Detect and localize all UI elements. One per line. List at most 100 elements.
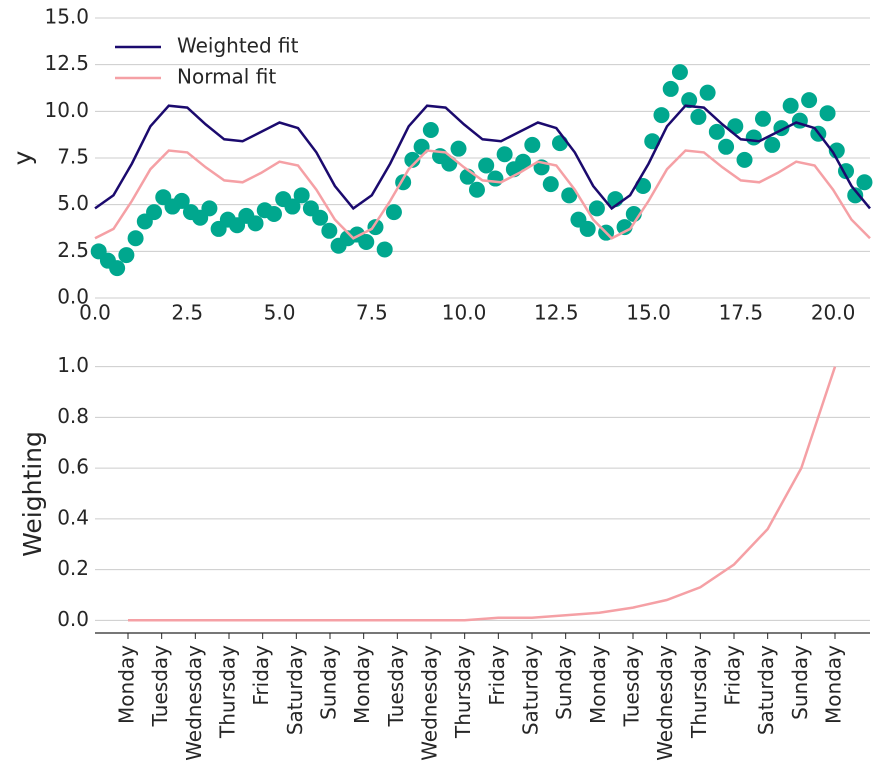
x-tick-label: Wednesday — [182, 645, 206, 761]
x-tick-label: Saturday — [519, 645, 543, 735]
scatter-point — [441, 155, 458, 172]
scatter-point — [736, 151, 753, 168]
y-tick-label: 0.0 — [57, 607, 89, 631]
y-axis-label: y — [8, 150, 37, 165]
scatter-point — [662, 80, 679, 97]
y-tick-label: 10.0 — [44, 98, 89, 122]
legend-label: Weighted fit — [177, 34, 299, 58]
scatter-point — [487, 170, 504, 187]
scatter-point — [312, 209, 329, 226]
y-tick-label: 5.0 — [57, 191, 89, 215]
y-tick-label: 0.8 — [57, 404, 89, 428]
y-tick-label: 2.5 — [57, 238, 89, 262]
x-tick-label: 5.0 — [264, 301, 296, 325]
scatter-point — [819, 105, 836, 122]
y-tick-label: 1.0 — [57, 353, 89, 377]
x-tick-label: 7.5 — [356, 301, 388, 325]
scatter-point — [404, 151, 421, 168]
x-tick-label: Thursday — [687, 645, 711, 739]
scatter-point — [644, 133, 661, 150]
scatter-point — [856, 174, 873, 191]
legend-label: Normal fit — [177, 65, 276, 89]
x-tick-label: Wednesday — [653, 645, 677, 761]
scatter-point — [127, 230, 144, 247]
scatter-point — [681, 92, 698, 109]
scatter-point — [367, 219, 384, 236]
scatter-point — [588, 200, 605, 217]
x-tick-label: Thursday — [451, 645, 475, 739]
fit-line — [94, 104, 871, 211]
scatter-point — [376, 241, 393, 258]
scatter-point — [745, 129, 762, 146]
y-tick-label: 0.0 — [57, 285, 89, 309]
scatter-point — [450, 140, 467, 157]
x-tick-label: Wednesday — [418, 645, 442, 761]
scatter-point — [542, 176, 559, 193]
scatter-point — [801, 92, 818, 109]
x-tick-label: Thursday — [216, 645, 240, 739]
scatter-point — [413, 138, 430, 155]
x-tick-label: 15.0 — [626, 301, 671, 325]
x-tick-label: Monday — [586, 645, 610, 724]
scatter-point — [561, 187, 578, 204]
y-tick-label: 12.5 — [44, 51, 89, 75]
scatter-point — [699, 84, 716, 101]
x-tick-label: Tuesday — [148, 645, 172, 728]
x-tick-label: Sunday — [788, 645, 812, 720]
y-tick-label: 0.2 — [57, 556, 89, 580]
scatter-point — [146, 204, 163, 221]
scatter-point — [496, 146, 513, 163]
scatter-point — [321, 222, 338, 239]
scatter-point — [552, 135, 568, 152]
x-tick-label: Saturday — [283, 645, 307, 735]
x-tick-label: 10.0 — [442, 301, 487, 325]
x-tick-label: Monday — [350, 645, 374, 724]
scatter-point — [653, 107, 670, 124]
scatter-point — [265, 206, 282, 222]
x-tick-label: 20.0 — [811, 301, 856, 325]
x-tick-label: Sunday — [552, 645, 576, 720]
x-tick-label: Monday — [822, 645, 846, 724]
y-tick-label: 0.6 — [57, 455, 89, 479]
scatter-point — [422, 122, 439, 138]
scatter-point — [515, 153, 532, 170]
scatter-point — [690, 108, 707, 125]
scatter-point — [478, 157, 495, 174]
scatter-point — [708, 123, 725, 140]
x-tick-label: Friday — [485, 645, 509, 706]
scatter-point — [201, 200, 218, 217]
scatter-point — [293, 187, 310, 204]
fit-line — [94, 149, 871, 240]
scatter-point — [764, 136, 781, 153]
scatter-point — [828, 142, 845, 159]
scatter-point — [754, 110, 771, 127]
scatter-point — [109, 260, 126, 277]
scatter-point — [671, 64, 688, 81]
y-tick-label: 15.0 — [44, 5, 89, 29]
scatter-point — [284, 198, 301, 215]
x-tick-label: Friday — [249, 645, 273, 706]
scatter-point — [468, 181, 485, 198]
scatter-point — [358, 234, 375, 250]
y-tick-label: 0.4 — [57, 505, 89, 529]
scatter-point — [579, 220, 596, 237]
x-tick-label: 0.0 — [79, 301, 111, 325]
x-tick-label: Monday — [115, 645, 139, 724]
scatter-point — [847, 187, 864, 204]
x-tick-label: Tuesday — [620, 645, 644, 728]
scatter-point — [247, 215, 264, 232]
scatter-point — [524, 136, 541, 153]
x-tick-label: Saturday — [754, 645, 778, 735]
x-tick-label: Friday — [721, 645, 745, 706]
scatter-point — [718, 138, 735, 155]
scatter-point — [385, 204, 402, 221]
scatter-point — [173, 192, 190, 209]
y-tick-label: 7.5 — [57, 145, 89, 169]
x-tick-label: 12.5 — [534, 301, 579, 325]
x-tick-label: Tuesday — [384, 645, 408, 728]
x-tick-label: 17.5 — [719, 301, 764, 325]
x-tick-label: 2.5 — [171, 301, 203, 325]
scatter-point — [782, 97, 799, 114]
scatter-point — [118, 247, 135, 264]
